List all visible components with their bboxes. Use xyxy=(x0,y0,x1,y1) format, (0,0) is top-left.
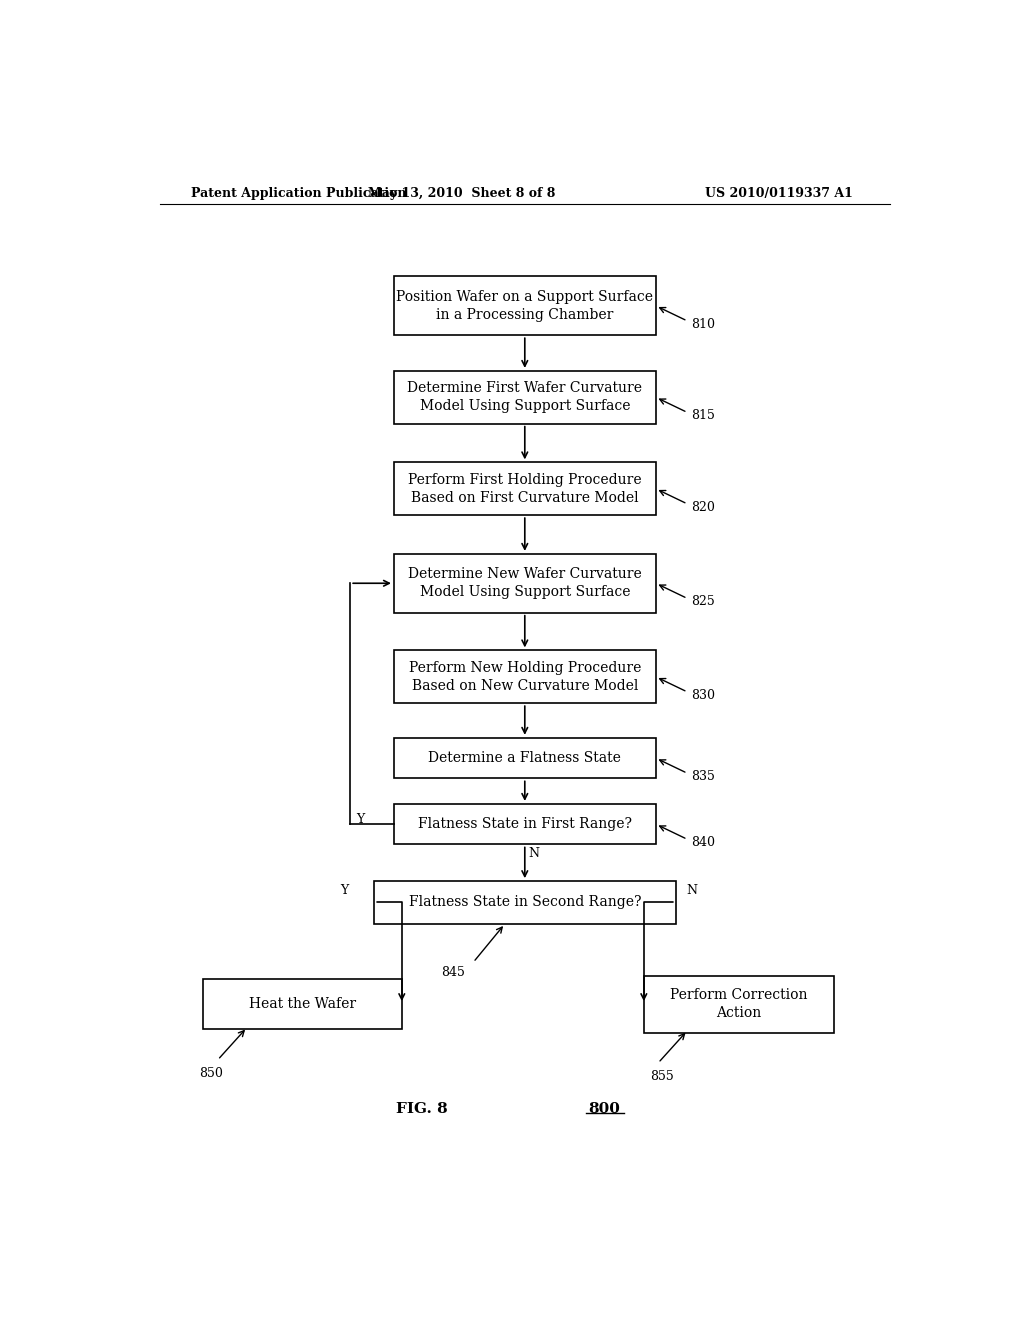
Text: Perform Correction
Action: Perform Correction Action xyxy=(671,987,808,1020)
Text: Y: Y xyxy=(356,813,365,825)
Text: May 13, 2010  Sheet 8 of 8: May 13, 2010 Sheet 8 of 8 xyxy=(368,187,555,201)
Text: Flatness State in Second Range?: Flatness State in Second Range? xyxy=(409,895,641,909)
FancyBboxPatch shape xyxy=(644,975,835,1032)
Text: Determine First Wafer Curvature
Model Using Support Surface: Determine First Wafer Curvature Model Us… xyxy=(408,381,642,413)
Text: 845: 845 xyxy=(441,966,465,979)
FancyBboxPatch shape xyxy=(204,978,401,1030)
Text: N: N xyxy=(528,847,540,861)
Text: Flatness State in First Range?: Flatness State in First Range? xyxy=(418,817,632,832)
Text: 835: 835 xyxy=(691,770,716,783)
Text: 820: 820 xyxy=(691,500,716,513)
Text: Patent Application Publication: Patent Application Publication xyxy=(191,187,407,201)
Text: 830: 830 xyxy=(691,689,716,701)
FancyBboxPatch shape xyxy=(394,554,655,612)
Text: 815: 815 xyxy=(691,409,716,422)
Text: Heat the Wafer: Heat the Wafer xyxy=(249,997,356,1011)
Text: 800: 800 xyxy=(588,1102,621,1115)
Text: US 2010/0119337 A1: US 2010/0119337 A1 xyxy=(705,187,853,201)
Text: N: N xyxy=(686,883,697,896)
Text: 810: 810 xyxy=(691,318,716,330)
FancyBboxPatch shape xyxy=(394,462,655,515)
FancyBboxPatch shape xyxy=(394,371,655,424)
Text: Y: Y xyxy=(340,883,348,896)
FancyBboxPatch shape xyxy=(394,651,655,704)
FancyBboxPatch shape xyxy=(394,738,655,779)
Text: 855: 855 xyxy=(650,1069,674,1082)
FancyBboxPatch shape xyxy=(394,276,655,335)
FancyBboxPatch shape xyxy=(394,804,655,845)
FancyBboxPatch shape xyxy=(374,880,676,924)
Text: Determine a Flatness State: Determine a Flatness State xyxy=(428,751,622,766)
Text: Perform First Holding Procedure
Based on First Curvature Model: Perform First Holding Procedure Based on… xyxy=(408,473,642,506)
Text: 850: 850 xyxy=(200,1067,223,1080)
Text: Determine New Wafer Curvature
Model Using Support Surface: Determine New Wafer Curvature Model Usin… xyxy=(408,568,642,599)
Text: FIG. 8: FIG. 8 xyxy=(395,1102,447,1115)
Text: 825: 825 xyxy=(691,595,715,609)
Text: 840: 840 xyxy=(691,836,716,849)
Text: Perform New Holding Procedure
Based on New Curvature Model: Perform New Holding Procedure Based on N… xyxy=(409,660,641,693)
Text: Position Wafer on a Support Surface
in a Processing Chamber: Position Wafer on a Support Surface in a… xyxy=(396,289,653,322)
